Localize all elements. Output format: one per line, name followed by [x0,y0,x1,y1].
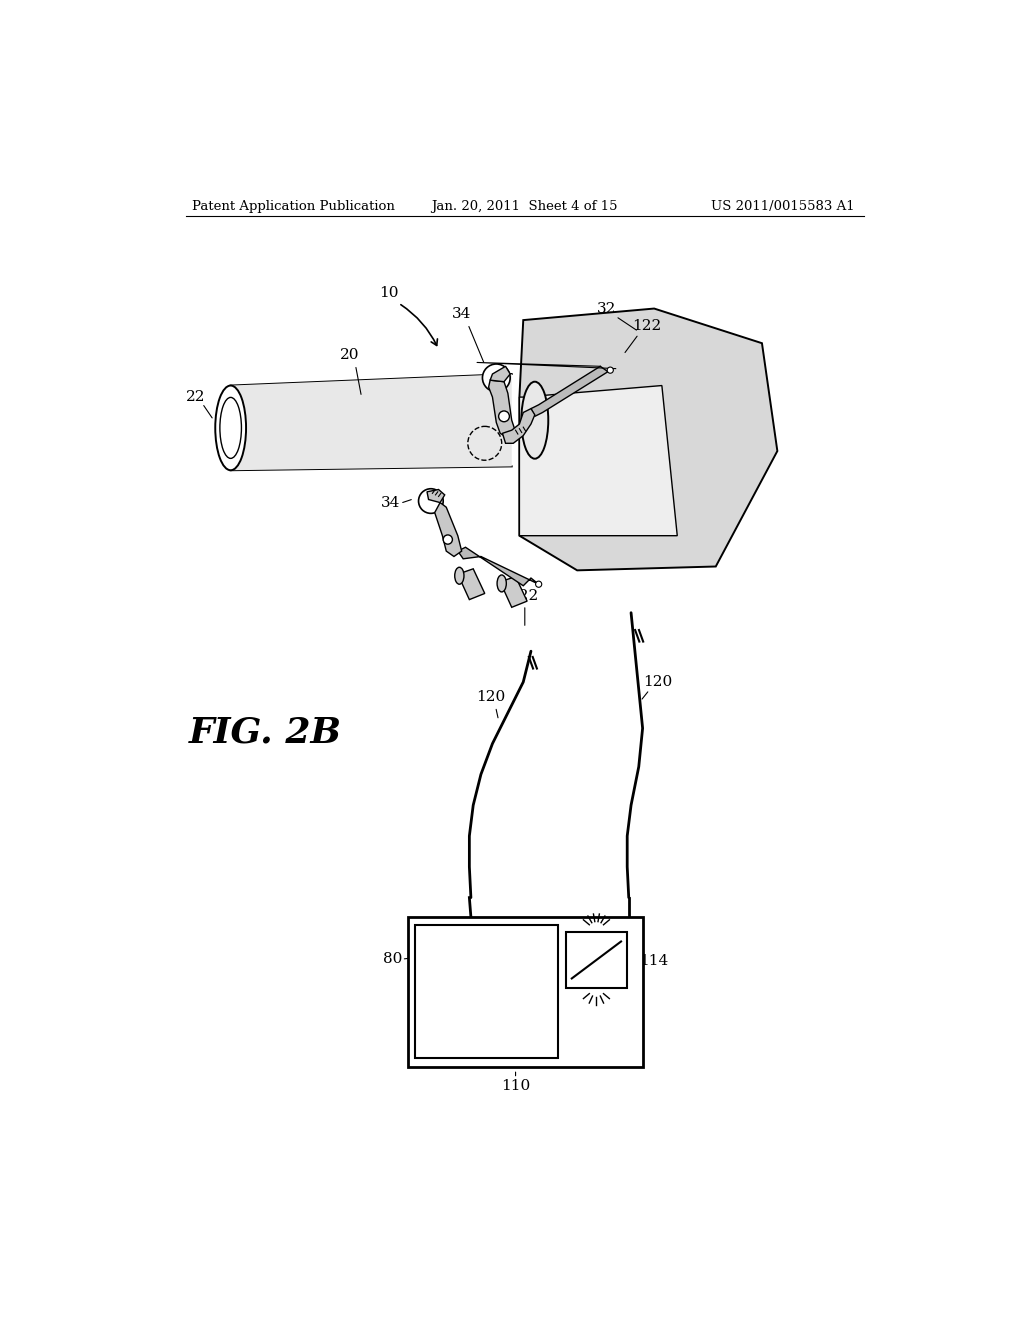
Circle shape [482,364,510,392]
Text: Jan. 20, 2011  Sheet 4 of 15: Jan. 20, 2011 Sheet 4 of 15 [431,199,618,213]
Polygon shape [427,490,444,503]
Text: 120: 120 [476,690,506,705]
Circle shape [443,535,453,544]
Text: 122: 122 [632,319,662,333]
Polygon shape [230,374,512,470]
Text: 80: 80 [383,952,402,966]
Polygon shape [458,569,484,599]
Polygon shape [503,409,535,444]
Text: 20: 20 [340,347,359,362]
Text: US 2011/0015583 A1: US 2011/0015583 A1 [711,199,854,213]
Text: FIG. 2B: FIG. 2B [188,715,342,748]
Polygon shape [488,380,515,438]
Text: 32: 32 [597,301,616,315]
Circle shape [499,411,509,422]
Polygon shape [519,385,677,536]
Ellipse shape [497,576,506,591]
Circle shape [607,367,613,374]
Text: 34: 34 [452,308,471,321]
Text: 22: 22 [186,391,206,404]
Text: 122: 122 [509,589,538,603]
Bar [416,925,558,1057]
Bar [408,917,643,1067]
Text: Patent Application Publication: Patent Application Publication [193,199,395,213]
Circle shape [536,581,542,587]
Ellipse shape [220,397,242,458]
Ellipse shape [521,381,548,459]
Text: 34: 34 [381,496,400,511]
Circle shape [419,488,443,513]
Text: 114: 114 [640,954,669,968]
Polygon shape [435,503,462,557]
Bar [565,932,628,987]
Polygon shape [519,309,777,570]
Text: 120: 120 [643,675,673,689]
Polygon shape [490,367,510,381]
Ellipse shape [215,385,246,470]
Polygon shape [500,577,527,607]
Text: 10: 10 [379,286,398,300]
Polygon shape [458,548,539,586]
Polygon shape [531,367,608,416]
Ellipse shape [455,568,464,585]
Text: 110: 110 [501,1080,530,1093]
